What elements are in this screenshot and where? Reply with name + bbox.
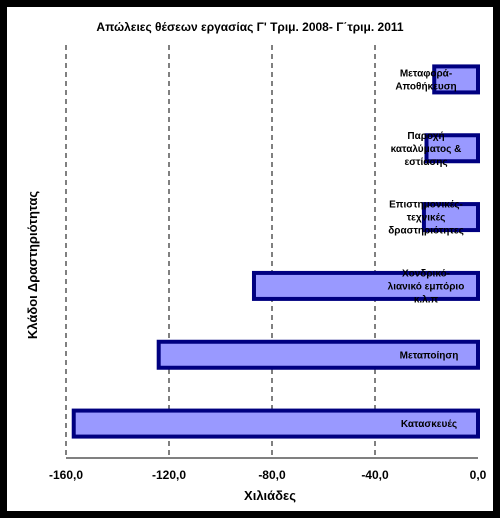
bar-chart: Απώλειες θέσεων εργασίας Γ' Τριμ. 2008- … <box>25 20 487 503</box>
category-label: Μεταφορά-Αποθήκευση <box>395 68 456 92</box>
category-label: Επιστημονικές-τεχνικές δραστηριότητες <box>388 200 464 237</box>
x-tick-label: 0,0 <box>470 468 487 482</box>
x-tick-label: -40,0 <box>361 468 389 482</box>
bar <box>71 408 480 439</box>
y-axis-title: Κλάδοι Δραστηριότητας <box>25 191 40 339</box>
x-tick-label: -160,0 <box>49 468 83 482</box>
bar <box>251 270 480 301</box>
category-label: Μεταποίηση <box>400 350 459 361</box>
bar <box>156 339 480 370</box>
category-label: Παροχή καταλύματος & εστίασης <box>391 131 462 168</box>
gridlines <box>65 45 376 458</box>
category-labels: Μεταφορά-Αποθήκευση Παροχή καταλύματος & εσ… <box>388 68 465 430</box>
x-tick-label: -80,0 <box>258 468 286 482</box>
category-label: Χονδρικό-λιανικό εμπόριο κ.λ.π <box>388 268 465 305</box>
bar <box>424 133 480 164</box>
bar <box>421 202 480 233</box>
x-tick-labels: -160,0 -120,0 -80,0 -40,0 0,0 <box>49 468 487 482</box>
chart-title: Απώλειες θέσεων εργασίας Γ' Τριμ. 2008- … <box>96 20 403 34</box>
x-axis-title: Χιλιάδες <box>244 488 296 503</box>
category-label: Κατασκευές <box>401 419 457 430</box>
x-tick-label: -120,0 <box>152 468 186 482</box>
bars <box>71 64 481 439</box>
bar <box>432 64 481 95</box>
